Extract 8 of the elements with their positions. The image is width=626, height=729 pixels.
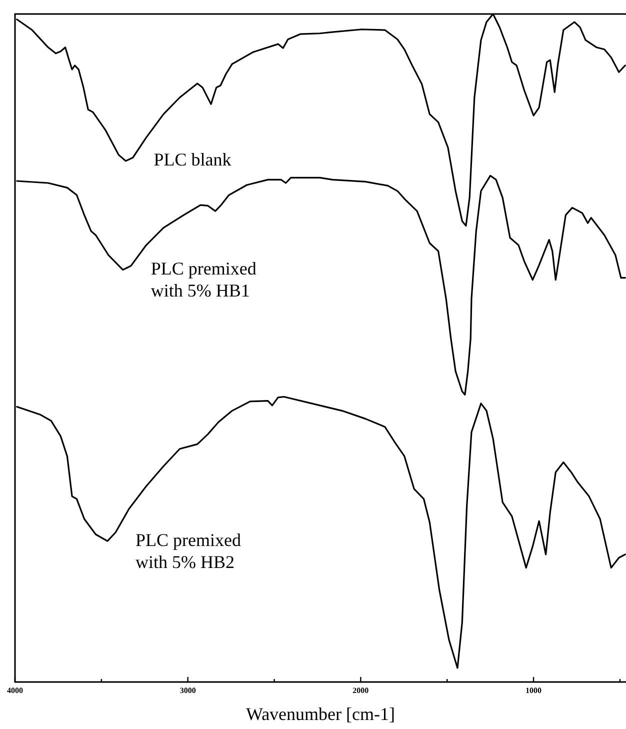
series-label: PLC premixed with 5% HB1: [150, 258, 256, 301]
series-label: PLC premixed with 5% HB2: [135, 530, 241, 572]
x-tick-label: 4000: [7, 686, 23, 695]
x-tick-label: 1000: [526, 686, 542, 695]
x-tick-label: 2000: [352, 686, 369, 695]
x-axis-title: Wavenumber [cm-1]: [246, 704, 395, 724]
series-label: PLC blank: [154, 150, 232, 170]
x-tick-label: 3000: [180, 686, 196, 695]
